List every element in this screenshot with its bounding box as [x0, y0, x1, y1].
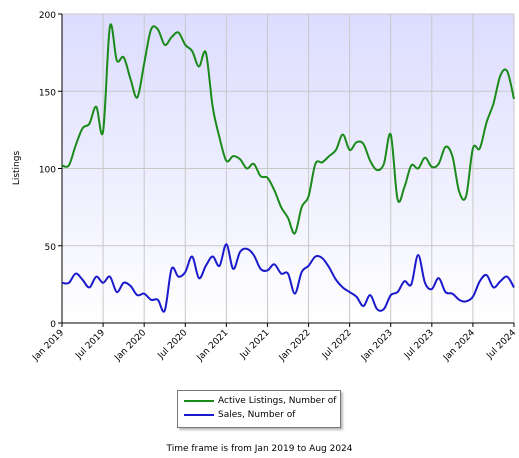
- x-tick-label: Jul 2019: [74, 328, 108, 362]
- legend-item-active-listings: Active Listings, Number of: [184, 394, 340, 407]
- x-tick-label: Jul 2024: [484, 328, 518, 362]
- legend-item-sales: Sales, Number of: [184, 408, 340, 421]
- x-tick-labels: Jan 2019 Jul 2019 Jan 2020 Jul 2020 Jan 2021…: [30, 328, 518, 364]
- legend-swatch-sales: [184, 413, 214, 416]
- time-frame-caption: Time frame is from Jan 2019 to Aug 2024: [166, 444, 353, 454]
- x-tick-label: Jan 2021: [195, 328, 231, 364]
- x-tick-label: Jul 2022: [320, 328, 354, 362]
- series-line-sales: [61, 243, 515, 313]
- axes: [58, 13, 515, 327]
- y-tick-label: 100: [39, 166, 56, 176]
- x-tick-label: Jul 2023: [402, 328, 436, 362]
- series-line-active-listings: [61, 23, 515, 235]
- y-tick-label: 200: [39, 11, 56, 21]
- legend-swatch-active-listings: [184, 399, 214, 402]
- x-tick-label: Jul 2021: [238, 328, 272, 362]
- x-tick-label: Jan 2019: [30, 328, 66, 364]
- y-tick-labels: 0 50 100 150 200: [39, 11, 56, 330]
- x-tick-label: Jul 2020: [156, 328, 190, 362]
- y-tick-label: 150: [39, 88, 56, 98]
- grid: [62, 13, 515, 323]
- legend: Active Listings, Number of Sales, Number…: [177, 390, 341, 428]
- y-tick-label: 50: [45, 243, 57, 253]
- x-tick-label: Jan 2022: [277, 328, 313, 364]
- x-tick-label: Jan 2020: [112, 328, 148, 364]
- legend-label-sales: Sales, Number of: [218, 409, 296, 420]
- series-lines: [61, 23, 515, 313]
- y-axis-label: Listings: [12, 151, 22, 186]
- x-tick-label: Jan 2024: [441, 328, 477, 364]
- y-tick-label: 0: [50, 320, 56, 330]
- x-tick-label: Jan 2023: [359, 328, 395, 364]
- legend-label-active-listings: Active Listings, Number of: [218, 395, 337, 406]
